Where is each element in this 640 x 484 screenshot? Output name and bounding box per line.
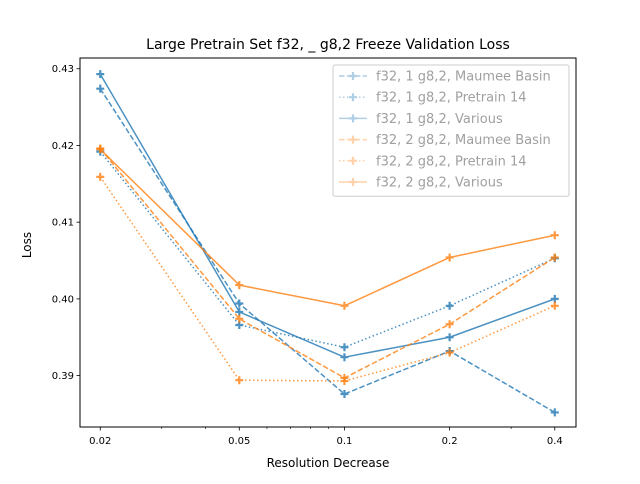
legend-item bbox=[339, 135, 367, 144]
legend-marker bbox=[349, 156, 357, 165]
series-line bbox=[99, 151, 556, 348]
data-point bbox=[96, 172, 105, 181]
data-point bbox=[550, 408, 559, 417]
y-axis: 0.39 0.40 0.41 0.42 0.43 bbox=[52, 64, 80, 382]
legend-item bbox=[339, 178, 367, 186]
data-point bbox=[340, 353, 349, 362]
y-tick-label: 0.42 bbox=[52, 141, 74, 152]
x-tick-label: 0.2 bbox=[442, 436, 458, 447]
data-point bbox=[550, 253, 559, 262]
plot-frame bbox=[79, 57, 577, 428]
series-f32-1-g8-2-various bbox=[96, 70, 559, 362]
data-point bbox=[235, 281, 244, 290]
x-tick-label: 0.4 bbox=[547, 436, 563, 447]
x-tick-label: 0.02 bbox=[89, 436, 111, 447]
y-tick-label: 0.40 bbox=[52, 294, 74, 305]
legend-marker bbox=[349, 114, 357, 123]
data-point bbox=[235, 314, 244, 323]
chart-title: Large Pretrain Set f32, _ g8,2 Freeze Va… bbox=[146, 37, 510, 53]
y-tick-label: 0.39 bbox=[52, 371, 74, 382]
data-point bbox=[445, 253, 454, 262]
legend-marker bbox=[349, 93, 357, 102]
data-point bbox=[550, 294, 559, 303]
legend-item bbox=[339, 114, 367, 123]
x-axis: 0.02 0.05 0.1 0.2 0.4 bbox=[89, 427, 563, 447]
legend-marker bbox=[349, 135, 357, 144]
legend-marker bbox=[349, 178, 357, 186]
series-layer bbox=[96, 70, 559, 417]
legend: f32, 1 g8,2, Maumee Basin f32, 1 g8,2, Pr… bbox=[332, 64, 570, 197]
series-line bbox=[99, 176, 556, 382]
data-point bbox=[340, 376, 349, 385]
y-tick-label: 0.43 bbox=[52, 64, 74, 75]
legend-item bbox=[339, 93, 367, 102]
legend-label: f32, 1 g8,2, Maumee Basin bbox=[376, 70, 551, 85]
data-point bbox=[445, 301, 454, 310]
data-point bbox=[445, 348, 454, 357]
legend-marker bbox=[349, 72, 357, 80]
data-point bbox=[235, 299, 244, 308]
x-tick-label: 0.05 bbox=[228, 436, 250, 447]
data-point bbox=[445, 320, 454, 329]
legend-label: f32, 2 g8,2, Maumee Basin bbox=[376, 133, 551, 148]
series-f32-2-g8-2-pretrain-14 bbox=[96, 172, 559, 385]
series-f32-2-g8-2-various bbox=[96, 145, 559, 310]
data-point bbox=[235, 376, 244, 385]
legend-item bbox=[339, 72, 367, 80]
legend-label: f32, 1 g8,2, Pretrain 14 bbox=[376, 91, 527, 106]
legend-label: f32, 2 g8,2, Pretrain 14 bbox=[376, 154, 527, 169]
data-point bbox=[340, 390, 349, 399]
legend-box bbox=[332, 64, 570, 197]
data-point bbox=[235, 307, 244, 316]
data-point bbox=[445, 333, 454, 342]
data-point bbox=[96, 145, 105, 154]
y-tick-label: 0.41 bbox=[52, 218, 74, 229]
data-point bbox=[550, 231, 559, 240]
data-point bbox=[340, 343, 349, 352]
x-axis-label: Resolution Decrease bbox=[267, 456, 390, 470]
legend-item bbox=[339, 156, 367, 165]
legend-label: f32, 2 g8,2, Various bbox=[376, 176, 503, 191]
y-axis-label: Loss bbox=[20, 232, 34, 258]
legend-label: f32, 1 g8,2, Various bbox=[376, 112, 503, 127]
data-point bbox=[340, 301, 349, 310]
data-point bbox=[550, 301, 559, 310]
x-tick-label: 0.1 bbox=[337, 436, 353, 447]
data-point bbox=[96, 70, 105, 79]
data-point bbox=[96, 84, 105, 93]
